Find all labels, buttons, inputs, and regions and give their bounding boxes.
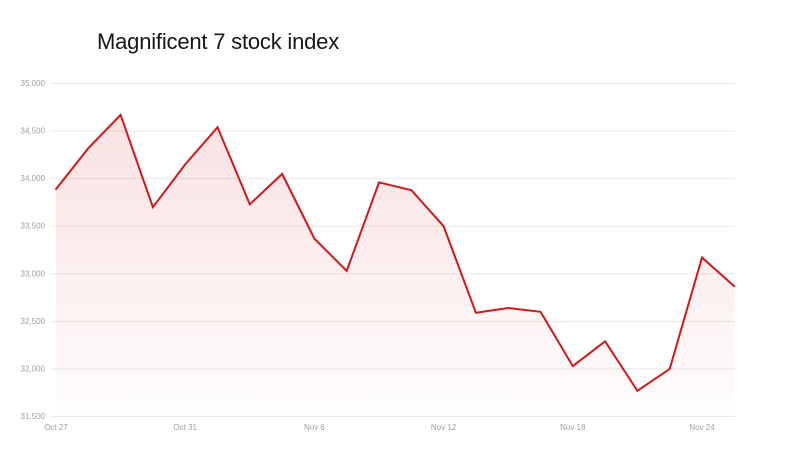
x-axis-label: Oct 27 <box>44 423 68 432</box>
x-axis-labels: Oct 27 Oct 31 Nov 6 Nov 12 Nov 18 Nov 24 <box>44 423 715 432</box>
y-axis-labels: 35,000 34,500 34,000 33,500 33,000 32,500 32,0… <box>21 79 46 421</box>
y-axis-label: 34,500 <box>21 127 46 136</box>
y-axis-label: 34,000 <box>21 174 46 183</box>
y-axis-label: 32,000 <box>21 364 46 373</box>
y-axis-label: 31,500 <box>21 412 46 421</box>
y-axis-label: 33,500 <box>21 222 46 231</box>
x-axis-label: Oct 31 <box>173 423 197 432</box>
area-fill <box>56 114 735 417</box>
price-line <box>55 113 736 393</box>
x-axis-label: Nov 6 <box>304 423 325 432</box>
y-axis-label: 32,500 <box>21 317 46 326</box>
y-axis-label: 35,000 <box>21 79 46 88</box>
x-axis-label: Nov 24 <box>689 423 715 432</box>
chart-title: Magnificent 7 stock index <box>97 29 340 54</box>
x-axis-label: Nov 18 <box>560 423 586 432</box>
x-axis-label: Nov 12 <box>431 423 457 432</box>
y-axis-label: 33,000 <box>21 269 46 278</box>
